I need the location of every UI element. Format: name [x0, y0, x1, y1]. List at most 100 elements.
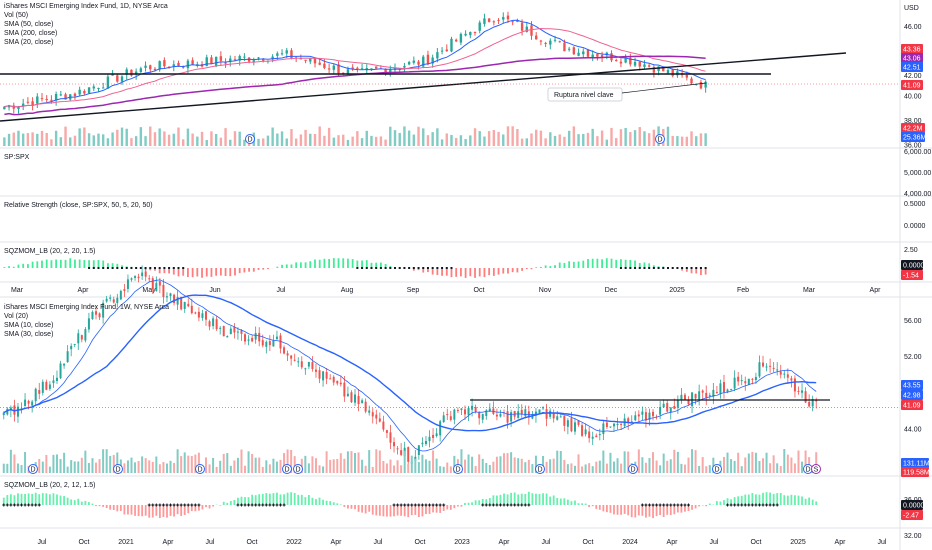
daily-candle [177, 62, 180, 67]
weekly-candle [151, 278, 154, 290]
weekly-sqz-bar [417, 505, 420, 517]
daily-candle [582, 51, 585, 55]
daily-volume-bar [276, 133, 279, 146]
weekly-sqz-bar [659, 505, 662, 515]
weekly-time-label: Apr [499, 539, 511, 546]
daily-squeeze-dot [681, 267, 684, 269]
weekly-dividend-label: D [284, 467, 289, 474]
weekly-sqz-bar [357, 505, 360, 512]
weekly-volume-bar [275, 461, 278, 473]
daily-volume-bar [149, 126, 152, 146]
daily-sqz-bar [634, 260, 636, 268]
bottom-title: iShares MSCI Emerging Index Fund, 1W, NY… [4, 304, 169, 311]
daily-volume-bar [365, 130, 368, 146]
daily-volume-bar [130, 138, 133, 146]
weekly-volume-bar [414, 458, 417, 473]
weekly-sqz-bar [804, 498, 807, 505]
weekly-sqz-bar [173, 505, 175, 517]
daily-volume-bar [327, 127, 331, 146]
weekly-volume-bar [382, 460, 385, 473]
daily-candle [389, 69, 392, 74]
daily-candle [21, 103, 25, 107]
daily-volume-bar [398, 132, 401, 146]
weekly-volume-bar [488, 464, 491, 473]
weekly-volume-bar [169, 460, 172, 473]
daily-volume-bar [153, 132, 157, 146]
weekly-volume-bar [258, 457, 261, 473]
daily-sqz-bar [681, 268, 684, 271]
weekly-sqz-bar [609, 505, 612, 513]
daily-volume-bar [619, 129, 623, 146]
daily-volume-bar [393, 130, 397, 146]
daily-volume-bar [294, 138, 298, 146]
weekly-volume-tag: 119.58M [903, 470, 930, 477]
daily-candle [647, 65, 651, 67]
weekly-sqz-bar [673, 505, 676, 515]
weekly-sqz-bar [318, 497, 321, 505]
daily-sqz-bar [31, 261, 34, 268]
daily-volume-bar [69, 137, 72, 146]
weekly-volume-bar [73, 461, 76, 473]
weekly-volume-bar [38, 458, 41, 473]
daily-candle [318, 62, 321, 65]
daily-volume-bar [445, 133, 448, 146]
daily-volume-bar [502, 134, 505, 146]
weekly-sqz-bar [247, 497, 250, 505]
weekly-volume-bar [726, 452, 729, 473]
weekly-price-tag: 42.98 [903, 393, 921, 400]
weekly-sqz-bar [535, 493, 537, 505]
weekly-candle [730, 389, 733, 391]
weekly-sqz-bar [744, 494, 747, 505]
daily-candle [327, 68, 331, 70]
weekly-candle [769, 365, 772, 367]
daily-sqz-bar [299, 262, 302, 268]
weekly-candle [751, 378, 754, 380]
daily-candle [323, 63, 326, 68]
weekly-volume-bar [318, 465, 321, 473]
daily-candle [643, 64, 646, 67]
daily-volume-bar [356, 131, 359, 146]
weekly-candle [591, 436, 594, 439]
daily-volume-bar [219, 137, 223, 146]
weekly-sqz-bar [293, 493, 296, 505]
weekly-volume-bar [233, 460, 236, 473]
weekly-volume-bar [98, 459, 101, 473]
weekly-sqz-bar [435, 505, 438, 513]
weekly-sqz-bar [481, 498, 484, 505]
weekly-volume-bar [652, 452, 655, 473]
daily-candle [144, 65, 147, 68]
weekly-volume-bar [354, 452, 357, 473]
weekly-volume-bar [747, 453, 750, 473]
weekly-candle [616, 423, 619, 425]
weekly-volume-bar [453, 455, 456, 473]
weekly-candle [176, 297, 179, 305]
daily-volume-bar [304, 129, 307, 146]
weekly-volume-bar [286, 449, 289, 473]
daily-sqz-bar [554, 265, 556, 268]
weekly-volume-bar [421, 454, 424, 473]
weekly-candle [169, 293, 172, 297]
daily-candle [111, 74, 114, 76]
spx-legend: SP:SPX [4, 154, 30, 161]
daily-sqz-bar [337, 258, 340, 268]
weekly-volume-bar [620, 463, 623, 473]
weekly-candle [637, 414, 640, 417]
daily-sqz-bar [121, 265, 123, 268]
weekly-candle [275, 336, 278, 340]
daily-candle [271, 56, 274, 60]
weekly-sqz-bar [747, 494, 750, 505]
weekly-volume-bar [588, 463, 591, 473]
daily-volume-bar [596, 136, 599, 146]
weekly-sqz-bar [506, 494, 509, 505]
weekly-volume-bar [212, 457, 215, 473]
weekly-candle [173, 294, 176, 304]
weekly-candle [240, 330, 243, 334]
weekly-volume-bar [545, 461, 548, 473]
weekly-candle [687, 400, 690, 405]
weekly-sqz-bar [740, 495, 743, 505]
daily-sqz-bar [516, 268, 519, 273]
daily-volume-bar [431, 132, 434, 146]
weekly-volume-bar [531, 464, 534, 473]
daily-squeeze-dot [158, 267, 161, 269]
